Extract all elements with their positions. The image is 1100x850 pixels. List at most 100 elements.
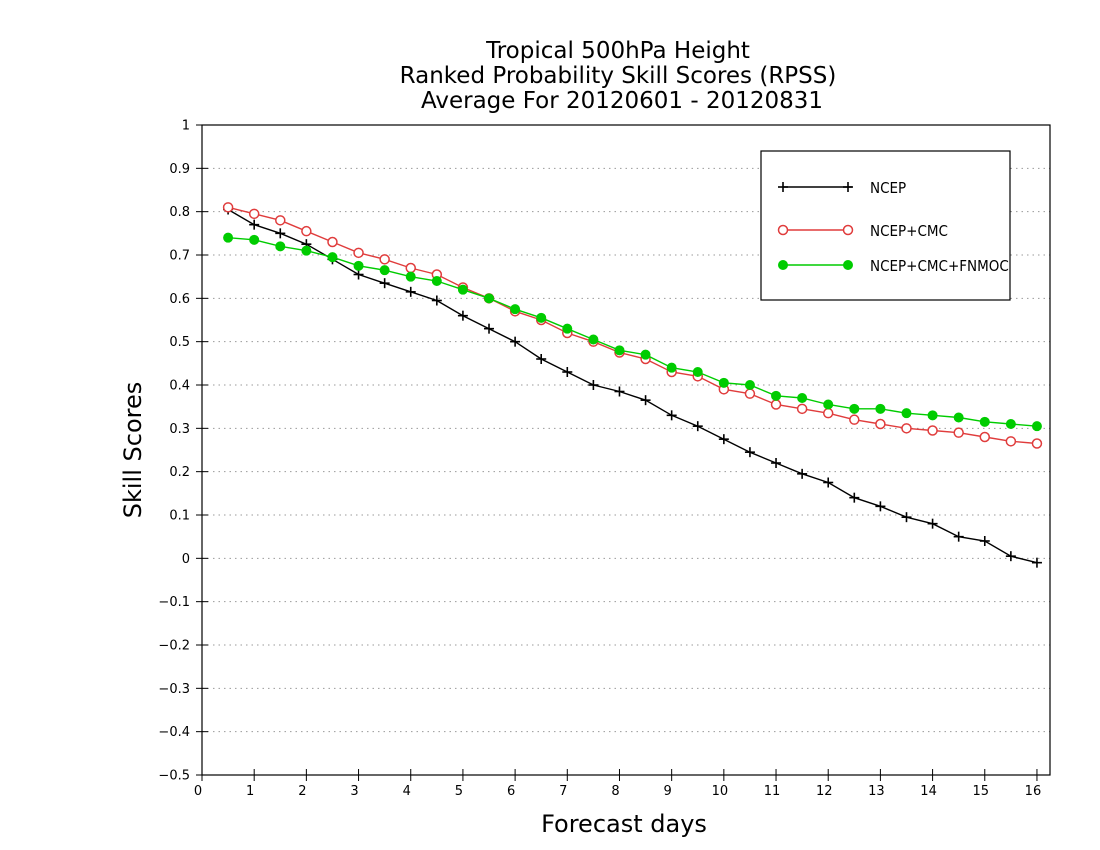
data-point (379, 254, 390, 265)
data-point (275, 228, 286, 239)
data-point (484, 323, 495, 334)
data-point (849, 414, 860, 425)
y-tick-label: 0.5 (169, 335, 190, 350)
data-point (405, 286, 416, 297)
data-point (431, 276, 442, 286)
data-point (953, 531, 964, 542)
x-tick-label: 13 (868, 784, 885, 799)
series-ncep (223, 204, 1042, 568)
y-tick-label: −0.1 (158, 595, 190, 610)
legend-entry: NCEP+CMC (777, 222, 948, 240)
title-line-2: Ranked Probability Skill Scores (RPSS) (400, 63, 837, 89)
gridlines (202, 167, 1050, 733)
data-point (614, 386, 625, 397)
data-point (849, 492, 860, 503)
legend: NCEP NCEP+CMC NCEP+CMC+FNMOC (760, 150, 1011, 301)
y-tick-label: 0.1 (169, 509, 190, 524)
x-tick-label: 2 (298, 784, 306, 799)
axes: −0.5 −0.4 −0.3 −0.2 −0.1 0 0.1 0.2 0.3 0.4 0.5 0.6 0… (158, 119, 1041, 800)
data-point (927, 518, 938, 529)
x-tick-label: 6 (507, 784, 515, 799)
y-tick-label: 0.3 (169, 422, 190, 437)
data-point (979, 431, 991, 443)
data-point (718, 434, 729, 445)
y-tick-label: −0.5 (158, 769, 190, 784)
data-point (875, 418, 886, 430)
y-tick-label: 0.2 (169, 465, 190, 480)
data-point (796, 403, 808, 415)
data-point (510, 304, 521, 315)
data-point (849, 403, 860, 414)
data-point (1031, 438, 1043, 449)
data-point (223, 232, 234, 243)
x-tick-label: 16 (1025, 784, 1042, 799)
data-point (953, 412, 964, 423)
y-tick-label: −0.2 (158, 639, 190, 654)
x-tick-label: 1 (246, 784, 254, 799)
data-point (901, 408, 912, 419)
legend-marker (843, 260, 853, 270)
x-tick-label: 12 (816, 784, 833, 799)
data-point (1031, 557, 1042, 568)
x-tick-label: 11 (764, 784, 781, 799)
data-point (797, 393, 808, 403)
y-tick-label: 0.8 (169, 205, 190, 220)
y-tick-label: 0.9 (169, 162, 190, 177)
data-point (301, 225, 312, 237)
data-point (744, 388, 756, 399)
legend-entry: NCEP+CMC+FNMOC (778, 257, 1009, 275)
data-point (823, 477, 834, 488)
data-point (692, 421, 703, 432)
x-tick-label: 4 (403, 784, 411, 799)
data-point (771, 458, 782, 468)
data-point (431, 295, 442, 306)
data-point (1005, 419, 1016, 429)
data-point (979, 416, 990, 427)
y-axis-title: Skill Scores (119, 382, 147, 519)
data-point (353, 260, 364, 271)
data-point (927, 410, 938, 421)
data-point (640, 349, 651, 360)
data-point (249, 219, 260, 230)
data-point (901, 512, 912, 523)
data-point (536, 354, 547, 364)
data-point (327, 252, 338, 263)
title-line-3: Average For 20120601 - 20120831 (421, 88, 823, 114)
data-point (248, 208, 260, 220)
x-tick-label: 8 (611, 784, 619, 799)
data-point (510, 336, 521, 347)
x-tick-label: 3 (350, 784, 358, 799)
x-tick-label: 7 (559, 784, 567, 799)
x-tick-label: 5 (455, 784, 463, 799)
data-point (823, 399, 834, 410)
data-point (797, 468, 808, 479)
legend-marker (842, 224, 854, 236)
legend-box (760, 150, 1011, 301)
y-tick-label: 0.4 (169, 379, 190, 394)
data-point (562, 367, 573, 377)
data-point (1005, 551, 1016, 562)
legend-label: NCEP+CMC+FNMOC (870, 257, 1009, 275)
data-point (875, 501, 886, 512)
legend-marker (778, 260, 788, 270)
data-point (379, 265, 390, 276)
y-tick-label: 1 (182, 119, 190, 134)
data-point (379, 278, 390, 289)
data-point (666, 362, 677, 373)
data-point (979, 536, 990, 546)
data-point (901, 423, 912, 434)
x-tick-label: 9 (664, 784, 672, 799)
data-point (692, 367, 703, 377)
data-point (770, 399, 782, 410)
data-point (875, 403, 886, 414)
data-point (822, 407, 834, 419)
x-tick-label: 14 (920, 784, 937, 799)
data-point (405, 271, 416, 282)
data-point (744, 447, 755, 458)
legend-marker (777, 224, 789, 236)
x-tick-label: 0 (194, 784, 202, 799)
title-line-1: Tropical 500hPa Height (485, 38, 750, 64)
data-point (457, 310, 468, 321)
